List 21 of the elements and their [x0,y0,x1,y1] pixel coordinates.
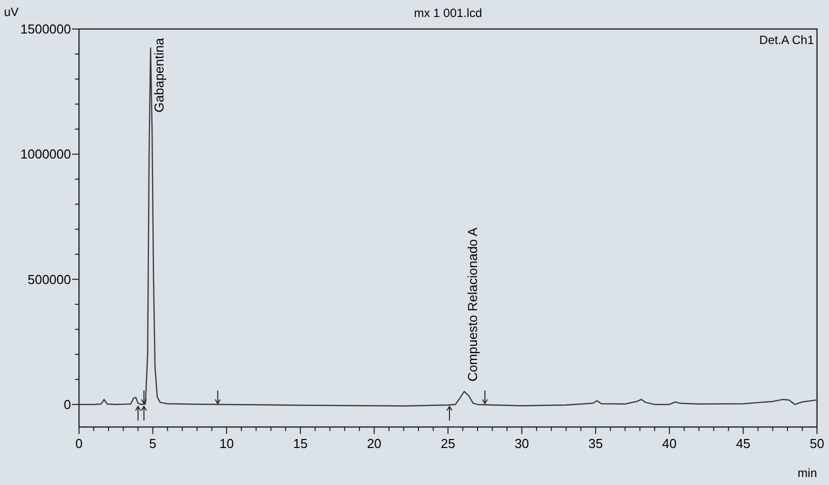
annotation: Gabapentina [152,37,167,112]
x-tick-label: 30 [514,436,530,451]
x-tick-label: 40 [662,436,677,451]
x-tick-label: 0 [75,436,83,451]
annotation: Compuesto Relacionado A [465,227,480,382]
x-tick-label: 50 [810,436,824,451]
y-tick-label: 1000000 [20,146,71,162]
x-tick-label: 25 [440,436,456,451]
x-tick-label: 10 [219,436,234,451]
y-tick-label: 0 [64,396,71,412]
annotation: Det.A Ch1 [759,33,814,47]
y-axis-title: uV [4,5,19,19]
x-tick-label: 5 [149,436,156,451]
x-tick-label: 20 [366,436,382,451]
x-axis-title: min [798,466,817,480]
y-tick-label: 1500000 [20,22,71,36]
chart-title: mx 1 001.lcd [414,6,482,20]
x-tick-label: 45 [736,436,750,451]
x-tick-label: 15 [293,436,308,451]
y-tick-label: 500000 [28,272,71,287]
x-tick-label: 35 [588,436,603,451]
